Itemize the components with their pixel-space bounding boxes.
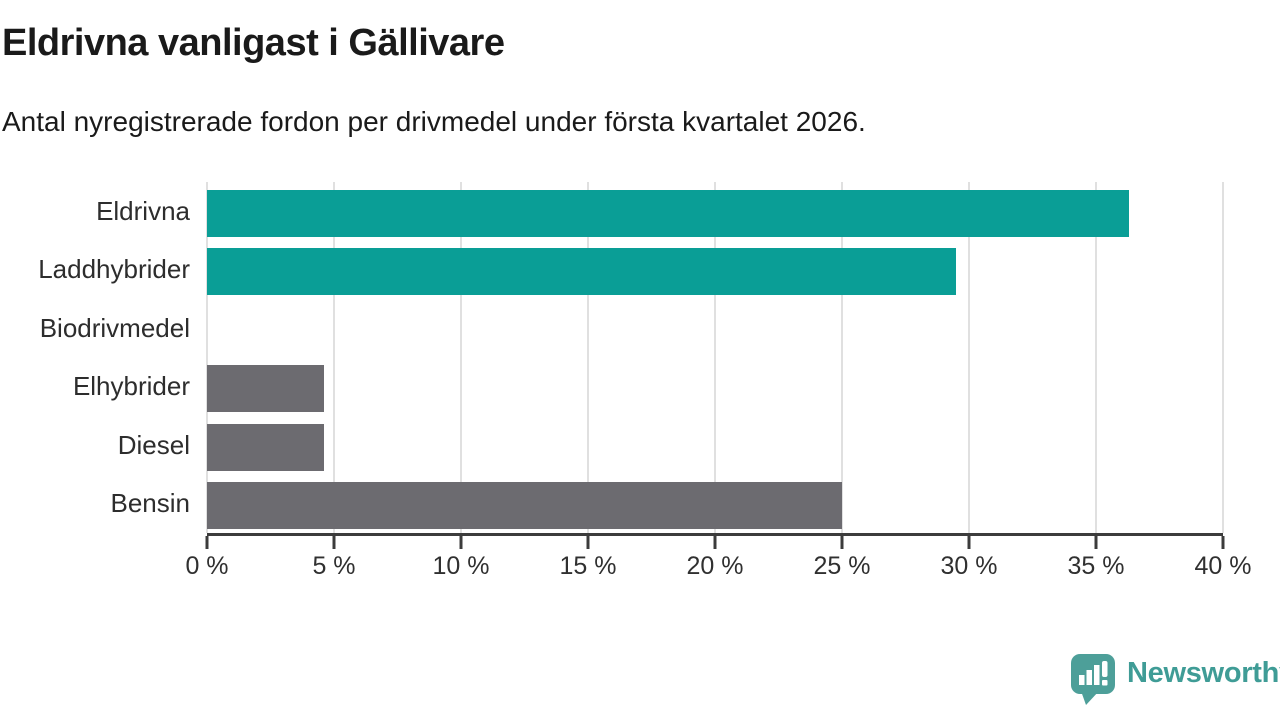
axis-tick-label: 15 % <box>559 552 617 580</box>
axis-tick <box>840 536 844 549</box>
bar-elhybrider <box>207 365 324 412</box>
gridline <box>1222 182 1224 533</box>
gridline <box>460 182 462 533</box>
gridline <box>968 182 970 533</box>
axis-tick-label: 5 % <box>312 552 356 580</box>
axis-tick <box>713 536 717 549</box>
gridline <box>841 182 843 533</box>
axis-tick <box>967 536 971 549</box>
axis-tick-label: 0 % <box>185 552 229 580</box>
axis-tick-label: 30 % <box>940 552 998 580</box>
chart-subtitle: Antal nyregistrerade fordon per drivmede… <box>2 106 866 137</box>
gridline <box>206 182 208 533</box>
axis-tick <box>586 536 590 549</box>
bar-eldrivna <box>207 189 1130 237</box>
category-label-eldrivna: Eldrivna <box>96 195 190 226</box>
plot-area <box>206 182 1224 536</box>
x-axis: 0 % 5 % 10 % 15 % 20 % 25 % 30 % 35 % 40 % <box>185 536 1251 596</box>
category-labels: Eldrivna Laddhybrider Biodrivmedel Elhybrid… <box>0 182 190 533</box>
axis-tick-label: 40 % <box>1194 552 1252 580</box>
axis-tick-label: 10 % <box>432 552 490 580</box>
axis-tick-label: 35 % <box>1067 552 1125 580</box>
category-label-laddhybrider: Laddhybrider <box>38 254 190 285</box>
bar-bensin <box>207 482 842 529</box>
axis-tick <box>1094 536 1098 549</box>
newsworthy-logo-icon <box>1071 654 1115 705</box>
chart-title: Eldrivna vanligast i Gällivare <box>2 22 505 64</box>
gridline <box>1095 182 1097 533</box>
axis-tick <box>332 536 336 549</box>
axis-tick <box>205 536 209 549</box>
bar-diesel <box>207 423 324 471</box>
category-label-elhybrider: Elhybrider <box>72 371 190 402</box>
bar-laddhybrider <box>207 248 957 295</box>
gridline <box>714 182 716 533</box>
axis-tick <box>1221 536 1225 549</box>
axis-tick-label: 25 % <box>813 552 871 580</box>
category-label-diesel: Diesel <box>117 429 190 460</box>
category-label-biodrivmedel: Biodrivmedel <box>39 312 190 343</box>
category-label-bensin: Bensin <box>110 488 191 519</box>
axis-tick <box>459 536 463 549</box>
gridline <box>333 182 335 533</box>
axis-tick-label: 20 % <box>686 552 744 580</box>
newsworthy-logo: Newsworthy <box>1070 653 1280 705</box>
newsworthy-logo-text: Newsworthy <box>1127 657 1280 689</box>
gridline <box>587 182 589 533</box>
